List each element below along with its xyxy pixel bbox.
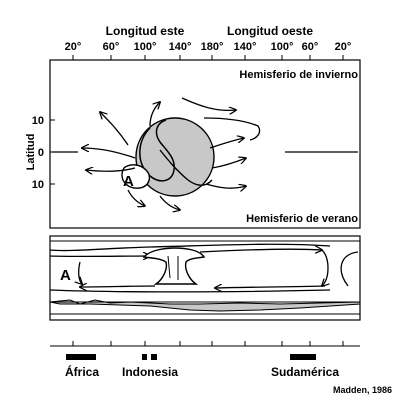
convection-circle <box>135 117 215 197</box>
region-label-indonesia: Indonesia <box>122 365 178 379</box>
south-america-bar <box>290 354 316 360</box>
top-tick-label: 140° <box>234 41 257 53</box>
top-axis-title-east: Longitud este <box>106 24 185 38</box>
winter-flow-arrows <box>82 97 261 210</box>
winter-panel-label: Hemisferio de invierno <box>239 69 358 81</box>
top-axis-title-west: Longitud oeste <box>227 24 313 38</box>
flow-arrow <box>181 97 236 110</box>
flow-arrow <box>209 138 244 149</box>
bottom-axis-tick-marks <box>72 341 344 346</box>
left-axis-title: Latitud <box>25 134 37 171</box>
lower-flow-arrow <box>80 286 156 287</box>
flow-arrow <box>159 195 180 210</box>
flow-arrow <box>149 102 160 127</box>
lower-flow-line <box>49 289 331 293</box>
lower-flow-arrow <box>215 286 326 288</box>
upper-flow-arrow <box>199 249 322 252</box>
upper-flow-line <box>49 243 331 252</box>
anticyclone-cell <box>121 164 151 189</box>
flow-arrow <box>211 158 246 169</box>
region-label-africa: África <box>65 364 99 379</box>
west-descending-arrow <box>79 261 82 284</box>
top-tick-label: 180° <box>201 41 224 53</box>
credit-text: Madden, 1986 <box>333 385 392 395</box>
summer-panel-label: Hemisferio de verano <box>246 213 358 225</box>
top-tick-label: 20° <box>335 41 352 53</box>
winter-marker-a: A <box>123 173 134 190</box>
flow-arrow <box>100 112 129 146</box>
summer-marker-a: A <box>60 267 71 284</box>
convective-tower-inner <box>167 255 179 280</box>
africa-bar <box>66 354 96 360</box>
flow-arrow <box>82 148 136 159</box>
flow-arrow <box>86 168 136 171</box>
top-tick-label: 100° <box>134 41 157 53</box>
indonesia-bar <box>151 354 157 360</box>
left-tick-label: 10 <box>32 179 44 191</box>
convective-tower <box>142 247 206 285</box>
left-tick-label: 0 <box>38 147 44 159</box>
top-tick-label: 60° <box>302 41 319 53</box>
flow-arrow-loop <box>203 117 261 141</box>
top-tick-label: 100° <box>271 41 294 53</box>
top-axis-tick-marks <box>72 55 344 60</box>
top-tick-label: 140° <box>169 41 192 53</box>
flow-arrow <box>127 189 145 206</box>
cyclone-curve <box>139 119 175 182</box>
summer-panel-frame <box>49 235 361 321</box>
region-label-south-america: Sudamérica <box>271 365 339 379</box>
winter-panel-frame <box>49 59 361 229</box>
walker-circulation <box>49 243 359 293</box>
east-edge-loop <box>340 251 359 287</box>
east-descending-arrow <box>322 249 328 286</box>
top-tick-label: 20° <box>65 41 82 53</box>
top-axis-ticks: 20° 60° 100° 140° 180° 140° 100° 60° 20° <box>65 41 352 53</box>
flow-arrow <box>205 183 246 188</box>
top-tick-label: 60° <box>103 41 120 53</box>
left-tick-label: 10 <box>32 115 44 127</box>
cyclone-curve-inner <box>159 149 213 186</box>
indonesia-bar <box>142 354 147 360</box>
